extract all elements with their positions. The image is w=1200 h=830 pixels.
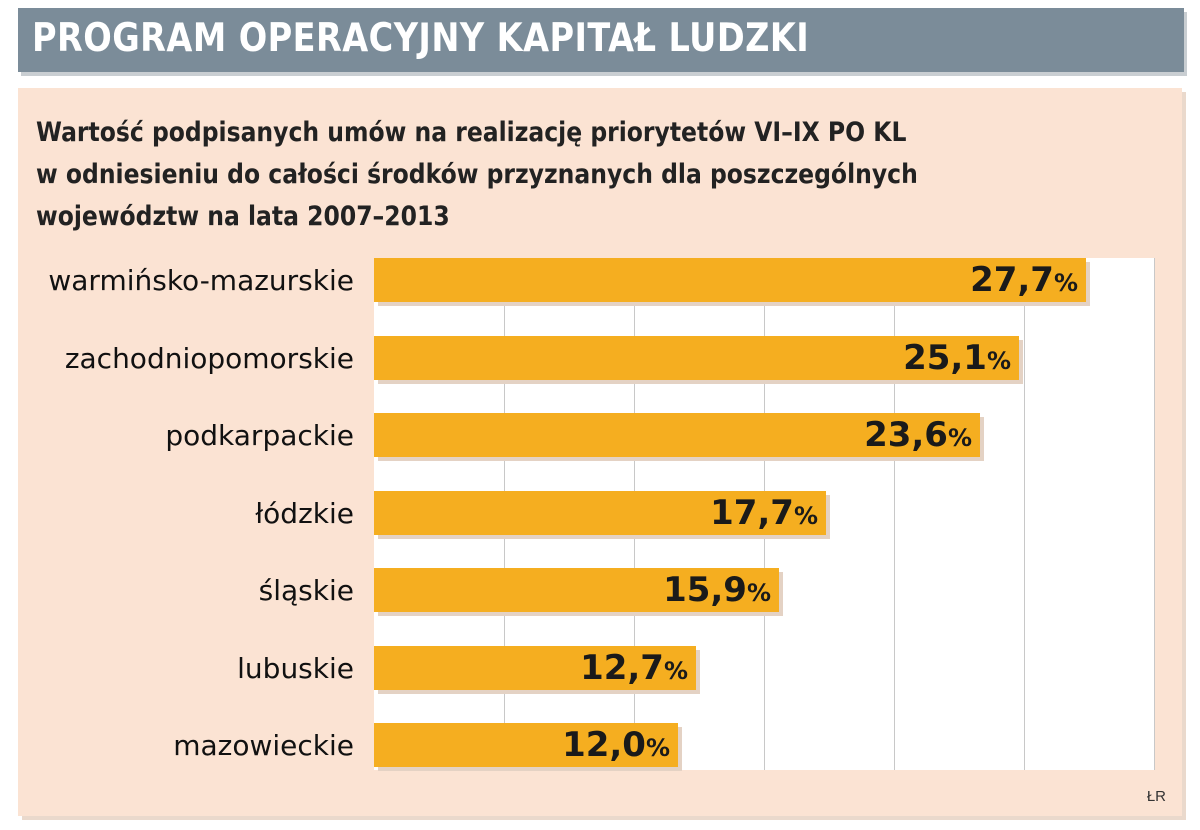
chart-title-line-1: Wartość podpisanych umów na realizację p… (36, 117, 907, 148)
gridline (1154, 258, 1155, 770)
category-label: łódzkie (255, 497, 354, 530)
bar-value-label: 12,0% (562, 725, 670, 765)
bar-2 (374, 413, 980, 457)
bar-value-label: 23,6% (864, 415, 972, 455)
plot-area: 27,7% 25,1% 23,6% 17,7% 15,9% 12,7% 12,0% (374, 258, 1155, 771)
header-title: PROGRAM OPERACYJNY KAPITAŁ LUDZKI (32, 16, 810, 61)
bar-5 (374, 646, 696, 690)
category-label: zachodniopomorskie (64, 342, 354, 375)
bar-1 (374, 336, 1019, 380)
bar-0 (374, 258, 1086, 302)
source-credit: ŁR (1146, 788, 1166, 805)
category-label: warmińsko-mazurskie (48, 264, 354, 297)
bar-6 (374, 723, 678, 767)
chart-title-line-2: w odniesieniu do całości środków przyzna… (36, 159, 918, 190)
bar-value-label: 15,9% (663, 570, 771, 610)
chart-title: Wartość podpisanych umów na realizację p… (36, 112, 1156, 238)
category-label: mazowieckie (173, 729, 354, 762)
bar-value-label: 12,7% (580, 648, 688, 688)
category-label: śląskie (258, 574, 354, 607)
gridline (894, 258, 895, 770)
bar-3 (374, 491, 826, 535)
chart-title-line-3: województw na lata 2007–2013 (36, 201, 450, 232)
header-banner: PROGRAM OPERACYJNY KAPITAŁ LUDZKI (18, 8, 1184, 72)
category-label: lubuskie (237, 652, 354, 685)
category-label: podkarpackie (165, 419, 354, 452)
bar-value-label: 17,7% (710, 493, 818, 533)
bar-4 (374, 568, 779, 612)
gridline (1024, 258, 1025, 770)
bar-value-label: 27,7% (970, 260, 1078, 300)
bar-value-label: 25,1% (903, 338, 1011, 378)
